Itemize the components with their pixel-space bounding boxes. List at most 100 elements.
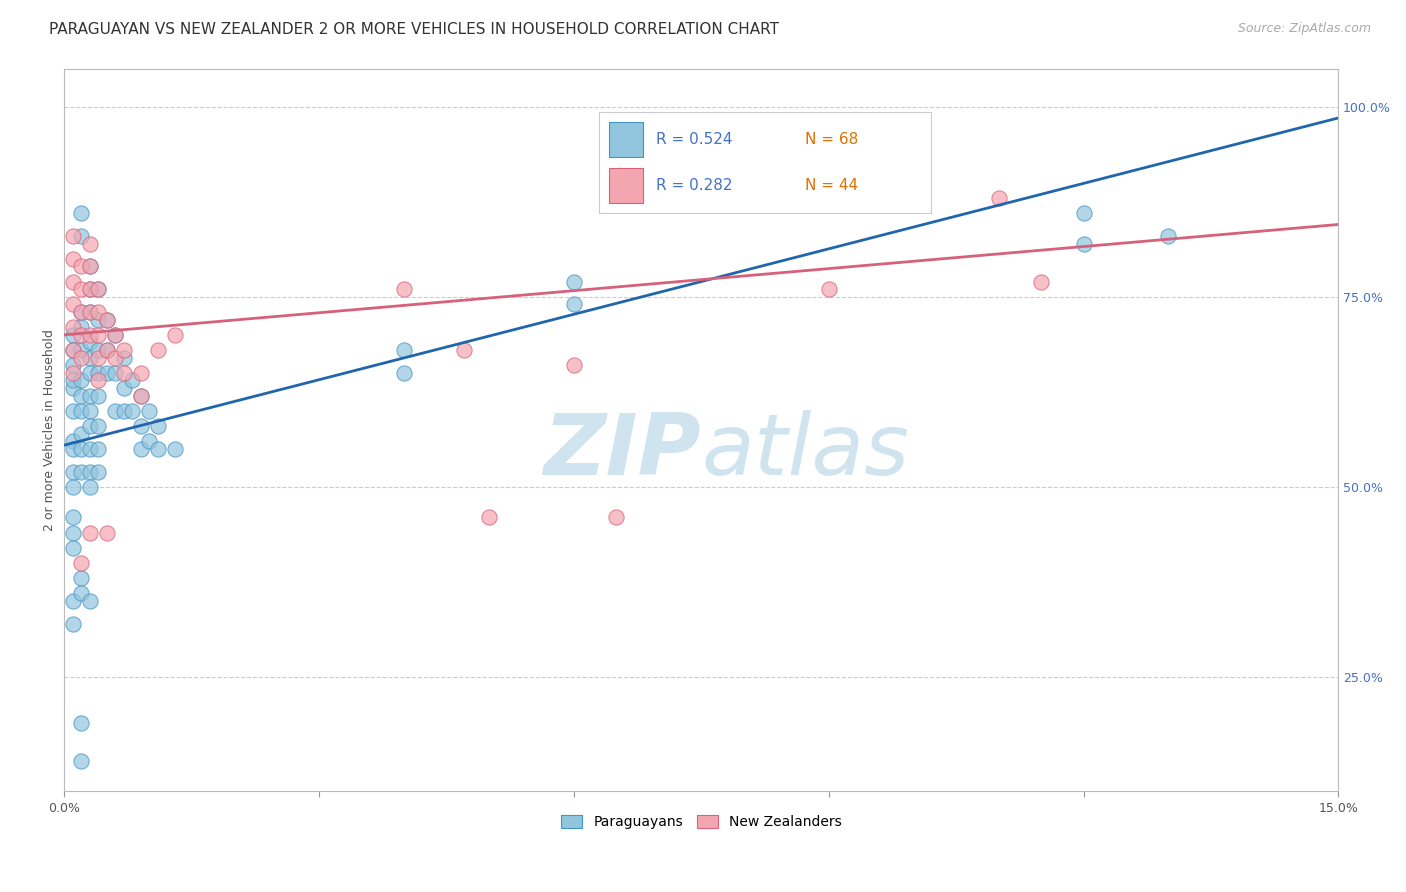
Point bbox=[79, 389, 101, 403]
Point bbox=[96, 343, 118, 357]
Point bbox=[70, 320, 93, 334]
Point bbox=[562, 358, 585, 372]
Point bbox=[129, 389, 152, 403]
Point bbox=[62, 343, 84, 357]
Point bbox=[104, 327, 127, 342]
Point bbox=[62, 320, 84, 334]
Point bbox=[79, 236, 101, 251]
Point bbox=[70, 351, 93, 365]
Point bbox=[562, 297, 585, 311]
Point bbox=[62, 374, 84, 388]
Point bbox=[62, 434, 84, 449]
Point bbox=[70, 586, 93, 600]
Point bbox=[62, 525, 84, 540]
Point bbox=[79, 305, 101, 319]
Point bbox=[146, 419, 169, 434]
Point bbox=[87, 282, 110, 296]
Point bbox=[87, 465, 110, 479]
Point bbox=[733, 191, 755, 205]
Point bbox=[96, 312, 118, 326]
Point bbox=[112, 366, 135, 380]
Point bbox=[70, 282, 93, 296]
Point bbox=[163, 327, 186, 342]
Point bbox=[87, 389, 110, 403]
Point bbox=[392, 282, 415, 296]
Point bbox=[70, 404, 93, 418]
Point bbox=[62, 297, 84, 311]
Point bbox=[62, 252, 84, 266]
Point bbox=[79, 260, 101, 274]
Point bbox=[62, 381, 84, 395]
Point bbox=[70, 442, 93, 456]
Point bbox=[70, 426, 93, 441]
Point bbox=[79, 366, 101, 380]
Point bbox=[104, 351, 127, 365]
Point bbox=[79, 419, 101, 434]
Point bbox=[163, 442, 186, 456]
Point bbox=[562, 275, 585, 289]
Point bbox=[62, 228, 84, 243]
Point bbox=[70, 228, 93, 243]
Point bbox=[1157, 228, 1180, 243]
Point bbox=[62, 616, 84, 631]
Point bbox=[87, 419, 110, 434]
Point bbox=[62, 442, 84, 456]
Point bbox=[146, 442, 169, 456]
Point bbox=[70, 260, 93, 274]
Point bbox=[104, 327, 127, 342]
Point bbox=[478, 510, 501, 524]
Point bbox=[79, 404, 101, 418]
Point bbox=[1073, 206, 1095, 220]
Point bbox=[392, 343, 415, 357]
Point bbox=[79, 260, 101, 274]
Point bbox=[79, 525, 101, 540]
Point bbox=[62, 594, 84, 608]
Point bbox=[62, 541, 84, 555]
Point bbox=[87, 442, 110, 456]
Point bbox=[138, 434, 160, 449]
Y-axis label: 2 or more Vehicles in Household: 2 or more Vehicles in Household bbox=[44, 329, 56, 531]
Point bbox=[62, 358, 84, 372]
Point bbox=[605, 510, 627, 524]
Point bbox=[79, 351, 101, 365]
Point bbox=[70, 343, 93, 357]
Point bbox=[392, 366, 415, 380]
Point bbox=[87, 282, 110, 296]
Point bbox=[62, 275, 84, 289]
Point bbox=[104, 366, 127, 380]
Point bbox=[129, 389, 152, 403]
Point bbox=[112, 404, 135, 418]
Point bbox=[62, 327, 84, 342]
Point bbox=[1029, 275, 1052, 289]
Point bbox=[79, 480, 101, 494]
Point bbox=[138, 404, 160, 418]
Text: Source: ZipAtlas.com: Source: ZipAtlas.com bbox=[1237, 22, 1371, 36]
Point bbox=[96, 312, 118, 326]
Point bbox=[87, 343, 110, 357]
Point bbox=[96, 343, 118, 357]
Point bbox=[112, 381, 135, 395]
Point bbox=[112, 343, 135, 357]
Point bbox=[453, 343, 475, 357]
Point bbox=[70, 754, 93, 768]
Point bbox=[70, 465, 93, 479]
Point bbox=[79, 594, 101, 608]
Point bbox=[87, 374, 110, 388]
Text: ZIP: ZIP bbox=[544, 410, 702, 493]
Point bbox=[104, 404, 127, 418]
Point bbox=[79, 282, 101, 296]
Point bbox=[62, 480, 84, 494]
Point bbox=[79, 465, 101, 479]
Point bbox=[79, 335, 101, 350]
Point bbox=[87, 312, 110, 326]
Point bbox=[129, 366, 152, 380]
Point bbox=[62, 465, 84, 479]
Legend: Paraguayans, New Zealanders: Paraguayans, New Zealanders bbox=[555, 810, 846, 835]
Point bbox=[70, 715, 93, 730]
Point bbox=[87, 351, 110, 365]
Point bbox=[70, 327, 93, 342]
Point bbox=[79, 442, 101, 456]
Text: PARAGUAYAN VS NEW ZEALANDER 2 OR MORE VEHICLES IN HOUSEHOLD CORRELATION CHART: PARAGUAYAN VS NEW ZEALANDER 2 OR MORE VE… bbox=[49, 22, 779, 37]
Point bbox=[70, 556, 93, 570]
Point bbox=[62, 366, 84, 380]
